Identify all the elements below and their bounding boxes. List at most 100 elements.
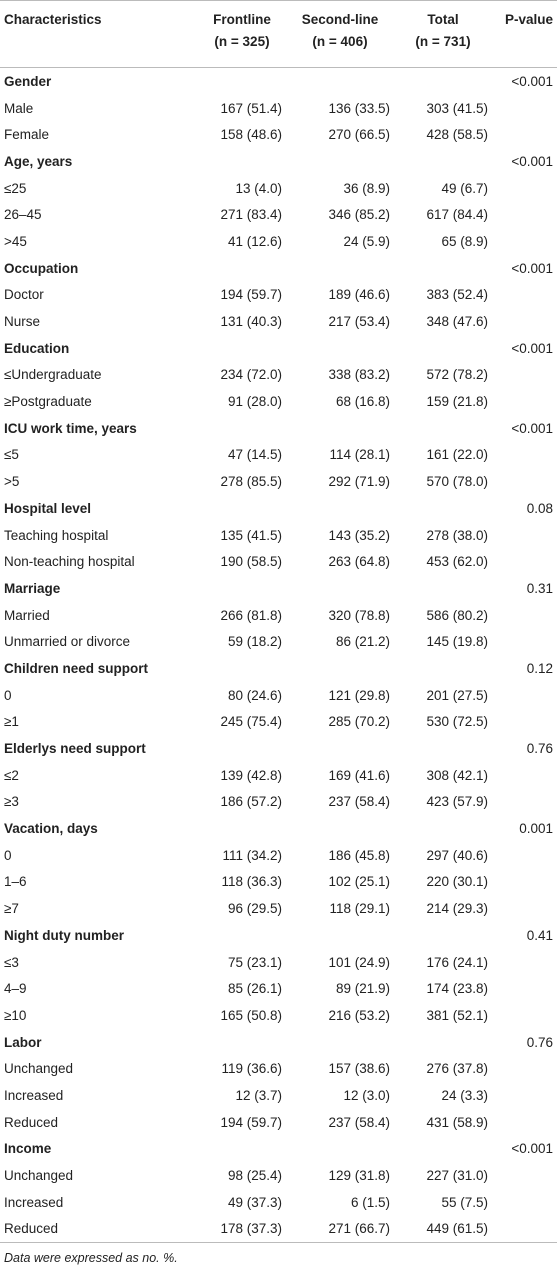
cell: 431 (58.9) <box>426 1114 488 1130</box>
data-row: Male 167 (51.4) 136 (33.5) 303 (41.5) <box>0 95 557 122</box>
cell: 278 (38.0) <box>426 527 488 543</box>
row-label: Non-teaching hospital <box>4 554 135 570</box>
cell: 98 (25.4) <box>227 1168 282 1184</box>
empty-cell <box>286 575 394 602</box>
column-label: Characteristics <box>4 12 102 27</box>
empty-cell <box>198 415 286 442</box>
empty-cell <box>492 602 557 629</box>
empty-cell <box>198 575 286 602</box>
empty-cell <box>492 522 557 549</box>
cell: 297 (40.6) <box>426 847 488 863</box>
empty-cell <box>492 1002 557 1029</box>
cell: 572 (78.2) <box>426 367 488 383</box>
empty-cell <box>286 1029 394 1056</box>
row-label: ≤25 <box>4 180 27 196</box>
cell: 186 (45.8) <box>328 847 390 863</box>
cell: 278 (85.5) <box>220 474 282 490</box>
cell: 214 (29.3) <box>426 901 488 917</box>
data-row: Reduced 194 (59.7) 237 (58.4) 431 (58.9) <box>0 1109 557 1136</box>
cell: 194 (59.7) <box>220 287 282 303</box>
data-row: 4–9 85 (26.1) 89 (21.9) 174 (23.8) <box>0 975 557 1002</box>
data-row: Unchanged 98 (25.4) 129 (31.8) 227 (31.0) <box>0 1162 557 1189</box>
empty-cell <box>198 815 286 842</box>
cell: 157 (38.6) <box>328 1061 390 1077</box>
group-row: Age, years <0.001 <box>0 148 557 175</box>
cell: 121 (29.8) <box>328 687 390 703</box>
cell: 129 (31.8) <box>328 1168 390 1184</box>
group-name: Gender <box>4 73 52 89</box>
group-row: ICU work time, years <0.001 <box>0 415 557 442</box>
cell: 111 (34.2) <box>222 847 282 863</box>
row-label: Doctor <box>4 287 44 303</box>
empty-cell <box>492 682 557 709</box>
empty-cell <box>492 388 557 415</box>
row-label: ≤2 <box>4 767 19 783</box>
group-row: Gender <0.001 <box>0 68 557 95</box>
data-row: Non-teaching hospital 190 (58.5) 263 (64.8… <box>0 548 557 575</box>
data-row: Reduced 178 (37.3) 271 (66.7) 449 (61.5) <box>0 1216 557 1243</box>
data-row: Increased 49 (37.3) 6 (1.5) 55 (7.5) <box>0 1189 557 1216</box>
empty-cell <box>394 735 492 762</box>
cell: 178 (37.3) <box>220 1221 282 1237</box>
p-value: 0.08 <box>526 500 553 516</box>
cell: 189 (46.6) <box>328 287 390 303</box>
p-value: <0.001 <box>511 420 553 436</box>
row-label: Nurse <box>4 314 41 330</box>
empty-cell <box>286 815 394 842</box>
p-value: 0.31 <box>526 580 553 596</box>
row-label: Unmarried or divorce <box>4 634 131 650</box>
cell: 383 (52.4) <box>426 287 488 303</box>
cell: 271 (66.7) <box>328 1221 390 1237</box>
cell: 114 (28.1) <box>329 447 390 463</box>
data-row: Married 266 (81.8) 320 (78.8) 586 (80.2) <box>0 602 557 629</box>
data-row: ≥3 186 (57.2) 237 (58.4) 423 (57.9) <box>0 789 557 816</box>
cell: 68 (16.8) <box>335 394 390 410</box>
empty-cell <box>492 228 557 255</box>
data-table: Characteristics Frontline (n = 325) Second-… <box>0 0 557 1244</box>
row-label: ≤3 <box>4 954 19 970</box>
empty-cell <box>198 148 286 175</box>
group-name: Vacation, days <box>4 821 98 837</box>
data-row: ≥10 165 (50.8) 216 (53.2) 381 (52.1) <box>0 1002 557 1029</box>
p-value: 0.12 <box>526 660 553 676</box>
cell: 102 (25.1) <box>328 874 390 890</box>
row-label: >5 <box>4 474 20 490</box>
group-name: Labor <box>4 1034 42 1050</box>
column-label: Second-line <box>301 12 379 27</box>
cell: 143 (35.2) <box>328 527 390 543</box>
column-sub: (n = 731) <box>415 34 471 49</box>
data-row: 1–6 118 (36.3) 102 (25.1) 220 (30.1) <box>0 869 557 896</box>
empty-cell <box>492 975 557 1002</box>
column-header: Frontline (n = 325) <box>198 0 286 68</box>
row-label: Teaching hospital <box>4 527 109 543</box>
column-label: P-value <box>504 12 553 27</box>
empty-cell <box>286 68 394 95</box>
cell: 346 (85.2) <box>328 207 390 223</box>
group-name: ICU work time, years <box>4 420 137 436</box>
empty-cell <box>492 308 557 335</box>
group-row: Income <0.001 <box>0 1136 557 1163</box>
cell: 135 (41.5) <box>220 527 282 543</box>
data-row: Nurse 131 (40.3) 217 (53.4) 348 (47.6) <box>0 308 557 335</box>
empty-cell <box>492 949 557 976</box>
cell: 139 (42.8) <box>220 767 282 783</box>
column-header: Total (n = 731) <box>394 0 492 68</box>
cell: 194 (59.7) <box>220 1114 282 1130</box>
data-row: ≥Postgraduate 91 (28.0) 68 (16.8) 159 (21.8… <box>0 388 557 415</box>
cell: 245 (75.4) <box>220 714 282 730</box>
row-label: Unchanged <box>4 1061 74 1077</box>
empty-cell <box>394 335 492 362</box>
p-value: 0.76 <box>526 741 553 757</box>
empty-cell <box>394 255 492 282</box>
cell: 136 (33.5) <box>328 100 390 116</box>
empty-cell <box>394 1136 492 1163</box>
empty-cell <box>492 709 557 736</box>
cell: 237 (58.4) <box>328 1114 390 1130</box>
cell: 617 (84.4) <box>426 207 488 223</box>
empty-cell <box>394 922 492 949</box>
cell: 158 (48.6) <box>220 127 282 143</box>
cell: 161 (22.0) <box>426 447 488 463</box>
cell: 59 (18.2) <box>227 634 282 650</box>
empty-cell <box>492 362 557 389</box>
